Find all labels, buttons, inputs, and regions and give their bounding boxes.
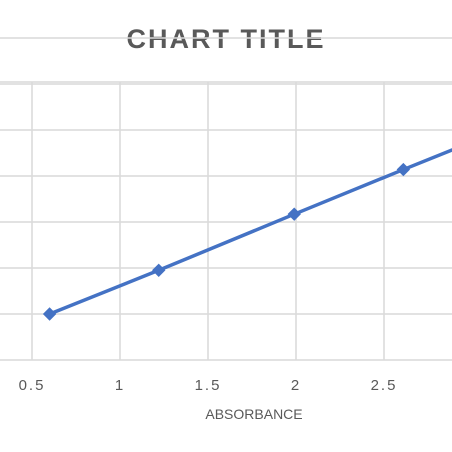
x-axis-title: ABSORBANCE — [205, 406, 302, 422]
x-tick-label: 1.5 — [195, 377, 222, 394]
data-point-marker — [42, 307, 57, 321]
data-point-marker — [396, 162, 411, 177]
x-tick-label: 0.5 — [19, 377, 46, 394]
series-layer — [42, 148, 452, 321]
x-tick-label: 2 — [291, 377, 301, 394]
x-tick-labels: 0.5 1 1.5 2 2.5 — [19, 377, 398, 394]
x-tick-label: 1 — [115, 377, 125, 394]
data-point-marker — [287, 207, 301, 221]
grid-lines — [0, 37, 452, 361]
data-point-marker — [152, 263, 166, 278]
chart-title: CHART TITLE — [127, 24, 326, 54]
series-line — [48, 148, 452, 316]
x-tick-label: 2.5 — [371, 377, 398, 394]
